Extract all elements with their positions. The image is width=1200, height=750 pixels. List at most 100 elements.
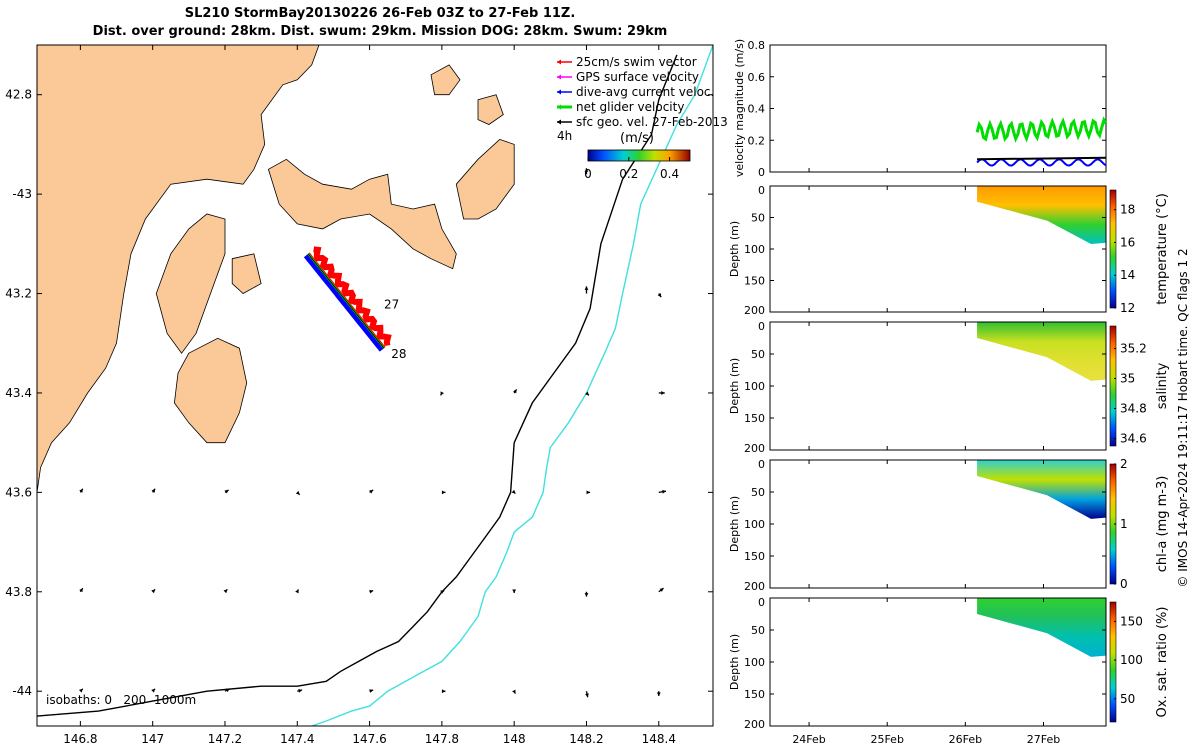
section-panel-oxygen: 0 50 100 150 200 Depth (m) 50 100 150 Ox. sat. ra…	[728, 596, 1170, 731]
colorbar-tick-label: 1	[1120, 517, 1128, 531]
colorbar-tick-label: 0.2	[619, 167, 638, 181]
current-vector-arrow	[297, 688, 303, 693]
title-line-1: SL210 StormBay20130226 26-Feb 03Z to 27-…	[184, 6, 576, 21]
map-y-tick-label: 43.6	[5, 485, 32, 499]
depth-tick-label: 100	[744, 243, 765, 256]
land-polygon	[477, 94, 504, 125]
current-vector-arrow	[658, 391, 665, 395]
current-vector-arrow	[441, 490, 446, 495]
land-layer	[37, 45, 515, 493]
section-y-label: Depth (m)	[728, 358, 741, 414]
colorbar-tick-label: 35.2	[1120, 342, 1147, 356]
depth-tick-label: 150	[744, 550, 765, 563]
map-x-tick-label: 148.2	[569, 732, 603, 746]
current-vector-arrow	[295, 589, 300, 594]
depth-tick-label: 0	[758, 458, 765, 471]
legend-entry-label: sfc geo. vel. 27-Feb-2013	[576, 115, 728, 129]
time-tick-label: 27Feb	[1027, 733, 1060, 746]
map-x-tick-label: 148.4	[642, 732, 676, 746]
colorbar-tick-label: 35	[1120, 372, 1135, 386]
velocity-y-tick-label: 0.8	[748, 39, 766, 52]
current-vector-arrow	[513, 388, 518, 394]
land-polygon	[455, 138, 515, 220]
land-polygon	[231, 253, 262, 294]
map-y-tick-label: 43.8	[5, 585, 32, 599]
colorbar-tick-label: 12	[1120, 301, 1135, 315]
map-x-tick-label: 147.8	[425, 732, 459, 746]
map-x-ticks: 146.8 147 147.2 147.4 147.6 147.8 148 148.2 148.…	[63, 45, 676, 746]
current-vector-arrow	[658, 489, 667, 494]
time-tick-label: 24Feb	[792, 733, 825, 746]
current-velocity-series	[976, 158, 1107, 167]
land-polygon	[173, 337, 248, 444]
velocity-panel: 0 0.2 0.4 0.6 0.8 velocity magnitude (m/s)	[733, 39, 1108, 179]
colorbar-tick-label: 18	[1120, 203, 1135, 217]
section-data-chla	[977, 460, 1106, 519]
time-tick-label: 25Feb	[870, 733, 903, 746]
isobath-200-line	[37, 54, 678, 717]
current-vector-arrow	[586, 490, 591, 495]
velocity-y-tick-label: 0	[758, 166, 765, 179]
velocity-y-ticks: 0 0.2 0.4 0.6 0.8	[748, 39, 1106, 179]
current-vector-arrow	[512, 689, 516, 694]
current-vector-arrow	[584, 168, 589, 175]
depth-tick-label: 0	[758, 184, 765, 197]
current-vector-arrow	[441, 689, 446, 694]
depth-tick-label: 200	[744, 442, 765, 455]
depth-tick-label: 100	[744, 518, 765, 531]
speed-colorbar-ticks: 0 0.2 0.4	[584, 157, 679, 181]
current-vector-arrow	[658, 587, 664, 593]
current-vector-arrow	[511, 489, 516, 495]
map-axes-box	[36, 44, 714, 727]
depth-tick-label: 50	[751, 624, 765, 637]
depth-tick-label: 200	[744, 304, 765, 317]
glider-track	[303, 246, 392, 352]
legend-entry-label: GPS surface velocity	[576, 70, 699, 84]
colorbar-tick-label: 0.4	[660, 167, 679, 181]
current-vector-arrow	[78, 688, 84, 693]
colorbar-tick-label: 0	[584, 167, 592, 181]
section-y-label: Depth (m)	[728, 496, 741, 552]
current-vector-arrow	[151, 588, 156, 594]
colorbar-tick-label: 150	[1120, 614, 1143, 628]
current-vector-arrow	[151, 488, 156, 493]
section-y-label: Depth (m)	[728, 221, 741, 277]
map-x-tick-label: 147.2	[208, 732, 242, 746]
map-x-tick-label: 147.6	[352, 732, 386, 746]
map-y-tick-label: 43.2	[5, 287, 32, 301]
colorbar-tick-label: 0	[1120, 577, 1128, 591]
isobath-1000-line	[309, 45, 713, 726]
section-y-label: Depth (m)	[728, 634, 741, 690]
current-vector-arrow	[79, 587, 84, 593]
current-vector-arrow	[656, 691, 661, 697]
map-x-tick-label: 146.8	[63, 732, 97, 746]
section-colorbar-label: chl-a (mg m-3)	[1155, 476, 1170, 573]
depth-tick-label: 50	[751, 348, 765, 361]
section-colorbar-label: salinity	[1155, 362, 1170, 409]
current-vector-arrow	[224, 489, 229, 494]
depth-tick-label: 0	[758, 596, 765, 609]
current-vector-arrow	[223, 588, 228, 594]
depth-tick-label: 150	[744, 688, 765, 701]
current-vectors	[78, 168, 667, 698]
current-vector-arrow	[295, 490, 301, 496]
speed-colorbar	[587, 149, 691, 162]
track-line	[307, 253, 385, 349]
current-vector-arrow	[369, 589, 374, 594]
land-polygon	[37, 45, 320, 493]
section-data-salinity	[977, 322, 1106, 381]
current-vector-arrow	[440, 590, 445, 594]
current-vector-arrow	[151, 688, 156, 693]
colorbar-tick-label: 50	[1120, 692, 1135, 706]
map-panel: 146.8 147 147.2 147.4 147.6 147.8 148 148.2 148.…	[5, 44, 728, 746]
current-vector-arrow	[369, 489, 374, 494]
land-polygon	[430, 64, 461, 96]
section-data-oxygen	[977, 598, 1106, 657]
section-data-temperature	[977, 186, 1106, 244]
current-vector-arrow	[585, 391, 590, 396]
map-y-tick-label: 42.8	[5, 88, 32, 102]
depth-tick-label: 50	[751, 212, 765, 225]
current-vector-arrow	[584, 286, 589, 294]
track-label-27: 27	[384, 297, 399, 311]
